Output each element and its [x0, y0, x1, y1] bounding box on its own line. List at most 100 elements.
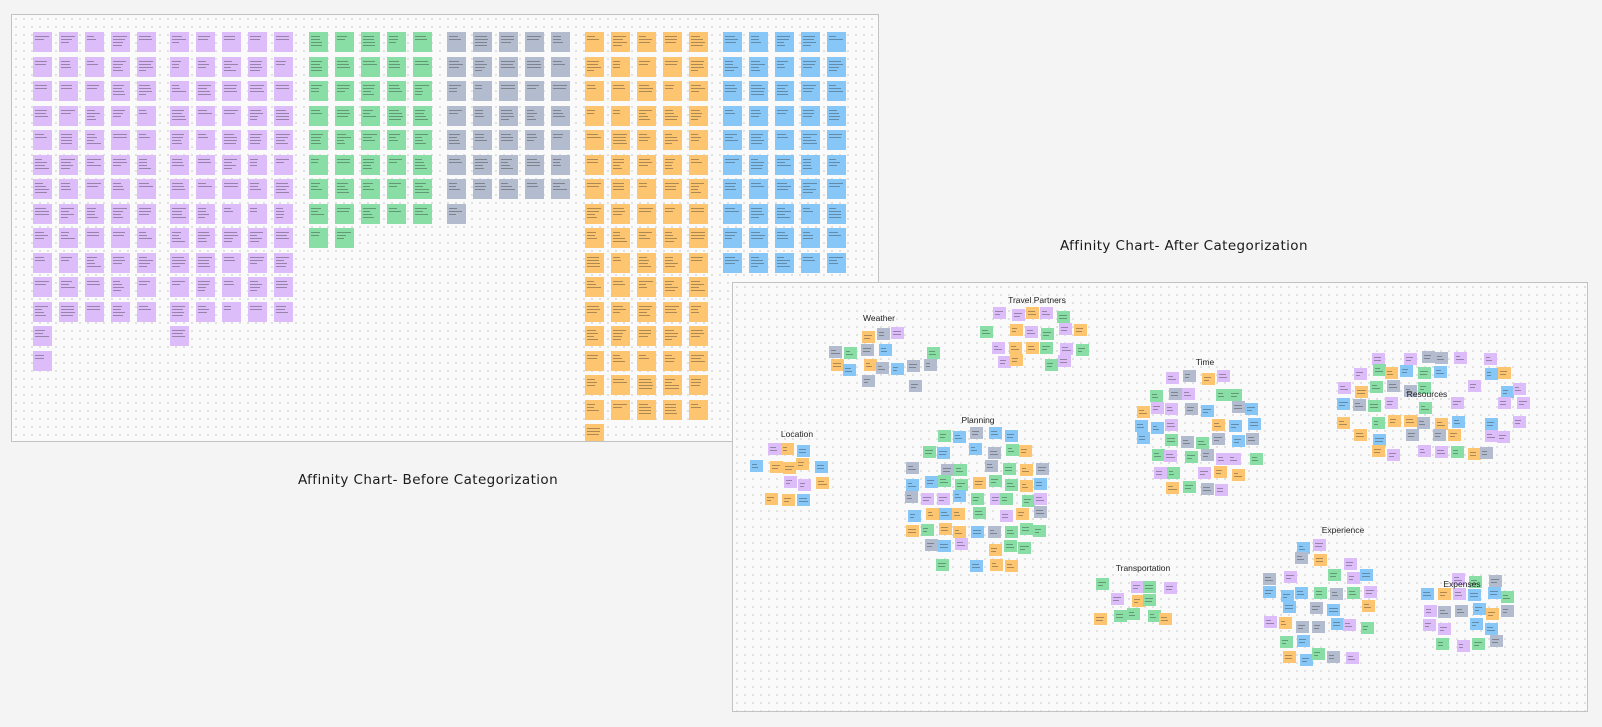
sticky-note-purple[interactable] [768, 443, 782, 456]
sticky-note-gray[interactable] [447, 81, 466, 101]
sticky-note-purple[interactable] [85, 277, 104, 297]
sticky-note-green[interactable] [361, 56, 380, 77]
sticky-note-orange[interactable] [689, 81, 708, 101]
sticky-note-purple[interactable] [1164, 403, 1178, 416]
sticky-note-blue[interactable] [723, 81, 742, 101]
sticky-note-green[interactable] [335, 154, 354, 175]
sticky-note-orange[interactable] [663, 326, 682, 346]
sticky-note-purple[interactable] [1422, 618, 1436, 631]
sticky-note-green[interactable] [309, 130, 328, 150]
sticky-note-purple[interactable] [170, 252, 189, 273]
sticky-note-green[interactable] [309, 179, 328, 199]
sticky-note-purple[interactable] [170, 179, 189, 199]
sticky-note-blue[interactable] [827, 203, 846, 224]
sticky-note-blue[interactable] [970, 559, 984, 572]
sticky-note-purple[interactable] [222, 252, 241, 273]
sticky-note-orange[interactable] [663, 350, 682, 371]
sticky-note-orange[interactable] [1371, 444, 1385, 457]
sticky-note-green[interactable] [1005, 443, 1019, 456]
sticky-note-blue[interactable] [749, 105, 768, 126]
sticky-note-green[interactable] [1215, 388, 1229, 401]
sticky-note-orange[interactable] [637, 228, 656, 248]
sticky-note-orange[interactable] [585, 32, 604, 52]
sticky-note-purple[interactable] [954, 538, 968, 551]
sticky-note-orange[interactable] [1232, 468, 1246, 481]
sticky-note-green[interactable] [361, 179, 380, 199]
sticky-note-orange[interactable] [611, 350, 630, 371]
sticky-note-blue[interactable] [1359, 569, 1373, 582]
sticky-note-purple[interactable] [59, 154, 78, 175]
sticky-note-purple[interactable] [111, 179, 130, 199]
sticky-note-gray[interactable] [499, 105, 518, 126]
sticky-note-purple[interactable] [1033, 493, 1047, 506]
sticky-note-green[interactable] [413, 130, 432, 150]
sticky-note-orange[interactable] [1497, 366, 1511, 379]
sticky-note-blue[interactable] [797, 445, 811, 458]
sticky-note-purple[interactable] [222, 228, 241, 248]
sticky-note-purple[interactable] [137, 277, 156, 297]
sticky-note-gray[interactable] [1295, 620, 1309, 633]
sticky-note-green[interactable] [1019, 523, 1033, 536]
sticky-note-gray[interactable] [1403, 384, 1417, 397]
sticky-note-purple[interactable] [274, 228, 293, 248]
sticky-note-purple[interactable] [274, 105, 293, 126]
sticky-note-green[interactable] [413, 203, 432, 224]
sticky-note-blue[interactable] [827, 56, 846, 77]
sticky-note-gray[interactable] [525, 32, 544, 52]
sticky-note-purple[interactable] [85, 32, 104, 52]
sticky-note-purple[interactable] [170, 277, 189, 297]
sticky-note-blue[interactable] [749, 179, 768, 199]
sticky-note-blue[interactable] [1421, 588, 1435, 601]
sticky-note-green[interactable] [309, 32, 328, 52]
sticky-note-green[interactable] [335, 130, 354, 150]
sticky-note-blue[interactable] [801, 228, 820, 248]
sticky-note-green[interactable] [413, 32, 432, 52]
sticky-note-purple[interactable] [33, 105, 52, 126]
sticky-note-purple[interactable] [1456, 639, 1470, 652]
sticky-note-orange[interactable] [972, 477, 986, 490]
sticky-note-orange[interactable] [689, 228, 708, 248]
sticky-note-orange[interactable] [663, 399, 682, 420]
sticky-note-blue[interactable] [1485, 417, 1499, 430]
sticky-note-blue[interactable] [827, 105, 846, 126]
sticky-note-green[interactable] [1143, 593, 1157, 606]
sticky-note-purple[interactable] [248, 277, 267, 297]
sticky-note-purple[interactable] [784, 476, 798, 489]
sticky-note-purple[interactable] [1228, 452, 1242, 465]
sticky-note-gray[interactable] [987, 446, 1001, 459]
sticky-note-green[interactable] [1417, 367, 1431, 380]
sticky-note-green[interactable] [309, 56, 328, 77]
sticky-note-green[interactable] [1018, 541, 1032, 554]
sticky-note-green[interactable] [1371, 417, 1385, 430]
sticky-note-purple[interactable] [1343, 557, 1357, 570]
sticky-note-purple[interactable] [1451, 396, 1465, 409]
sticky-note-purple[interactable] [111, 105, 130, 126]
sticky-note-orange[interactable] [663, 81, 682, 101]
sticky-note-purple[interactable] [33, 32, 52, 52]
sticky-note-green[interactable] [413, 56, 432, 77]
sticky-note-blue[interactable] [1296, 541, 1310, 554]
sticky-note-purple[interactable] [1353, 368, 1367, 381]
sticky-note-green[interactable] [921, 523, 935, 536]
sticky-note-orange[interactable] [1016, 507, 1030, 520]
sticky-note-purple[interactable] [59, 81, 78, 101]
sticky-note-blue[interactable] [971, 525, 985, 538]
sticky-note-orange[interactable] [611, 203, 630, 224]
sticky-note-green[interactable] [936, 559, 950, 572]
sticky-note-purple[interactable] [137, 228, 156, 248]
sticky-note-green[interactable] [309, 228, 328, 248]
sticky-note-orange[interactable] [1009, 342, 1023, 355]
sticky-note-green[interactable] [335, 179, 354, 199]
sticky-note-gray[interactable] [499, 56, 518, 77]
sticky-note-blue[interactable] [907, 509, 921, 522]
sticky-note-green[interactable] [309, 154, 328, 175]
sticky-note-gray[interactable] [829, 345, 843, 358]
sticky-note-purple[interactable] [59, 32, 78, 52]
sticky-note-blue[interactable] [723, 154, 742, 175]
sticky-note-orange[interactable] [611, 399, 630, 420]
sticky-note-purple[interactable] [111, 252, 130, 273]
sticky-note-orange[interactable] [783, 462, 797, 475]
sticky-note-orange[interactable] [637, 56, 656, 77]
sticky-note-orange[interactable] [1019, 479, 1033, 492]
sticky-note-blue[interactable] [827, 154, 846, 175]
